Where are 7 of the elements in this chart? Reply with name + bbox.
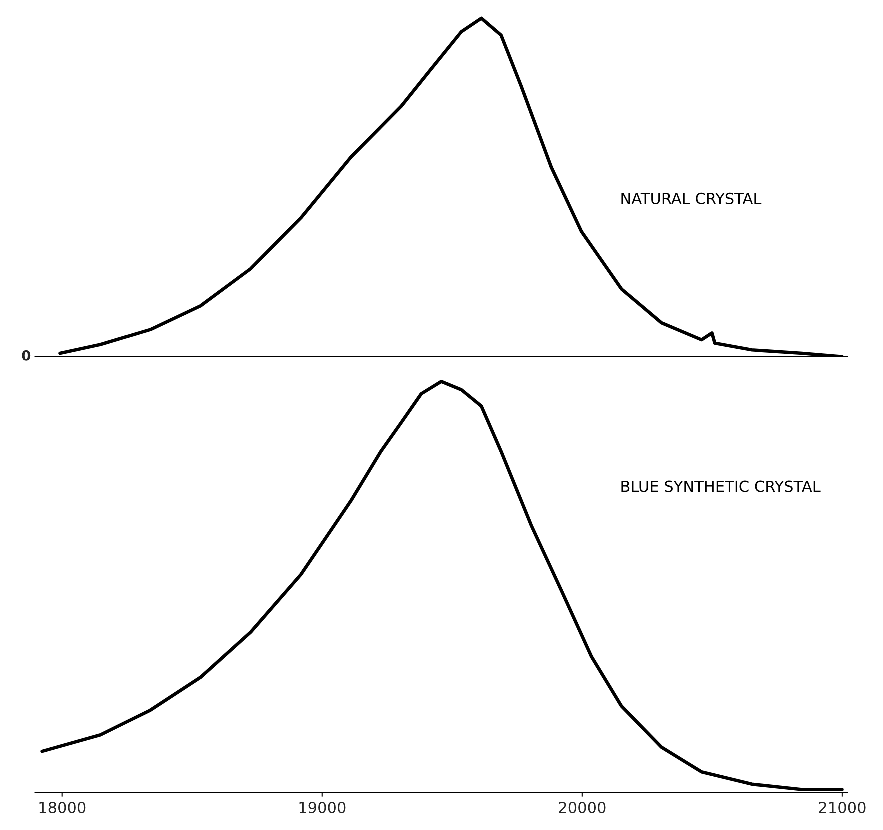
text: NATURAL CRYSTAL <box>622 192 762 204</box>
x-tick-label: 18000 <box>40 802 86 814</box>
x-tick-label: 19000 <box>300 802 346 814</box>
x-tick-label: 20000 <box>559 802 606 814</box>
x-tick-label: 21000 <box>819 802 866 814</box>
text: 0 <box>22 350 31 361</box>
text: BLUE SYNTHETIC CRYSTAL <box>622 480 821 492</box>
